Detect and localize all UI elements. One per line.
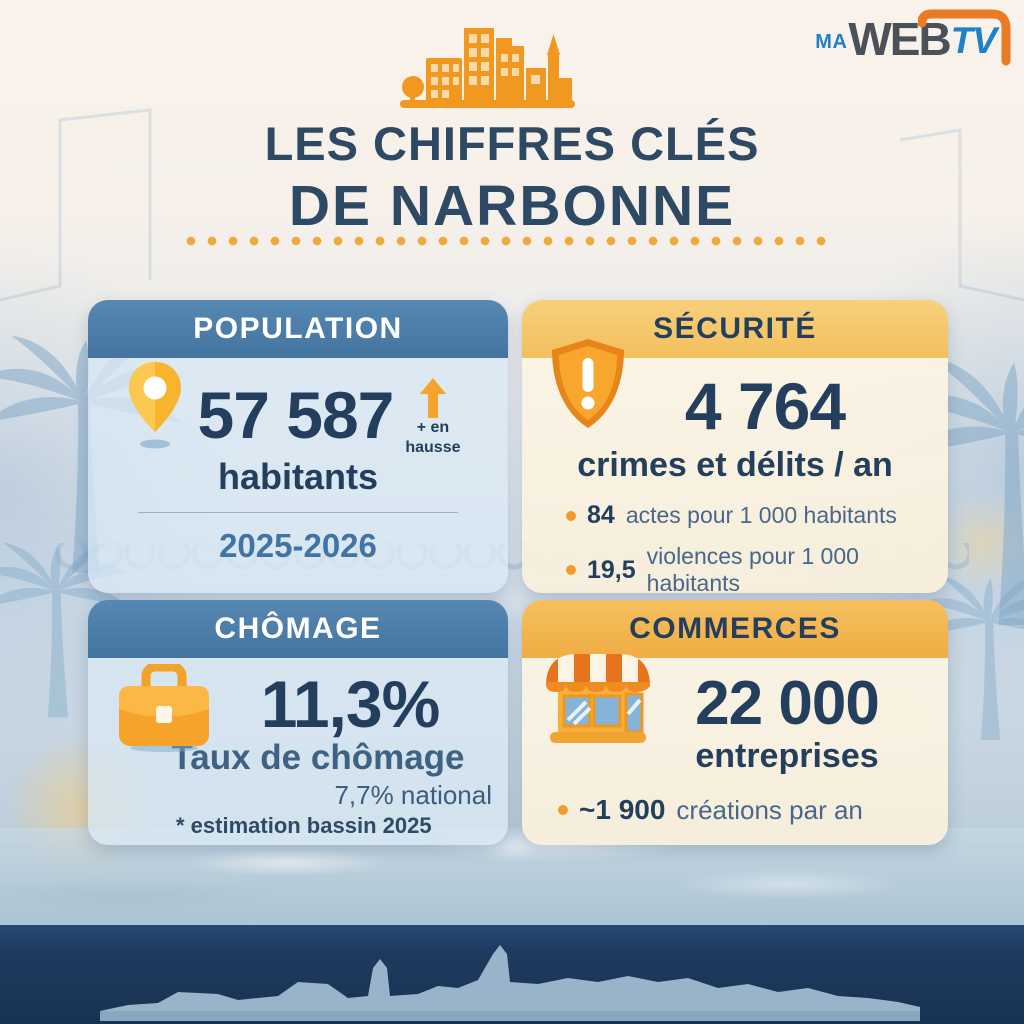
population-trend: + en hausse <box>405 378 461 458</box>
card-commerce-body: 22 000 entreprises ~1 900 créations par … <box>522 654 948 845</box>
bullet-dot-icon <box>566 565 576 575</box>
population-unit: habitants <box>217 456 378 497</box>
warning-shield-icon <box>552 339 624 428</box>
card-commerce-title: COMMERCES <box>629 612 841 645</box>
logo-ma: MA <box>815 30 848 53</box>
commerce-value: 22 000 <box>695 669 880 738</box>
population-value: 57 587 <box>197 378 394 452</box>
logo-tv-wrap: TV <box>918 9 1011 66</box>
bottom-band <box>0 925 1024 1024</box>
card-security-title: SÉCURITÉ <box>653 312 817 345</box>
unemployment-unit: Taux de chômage <box>171 738 465 777</box>
unemployment-note: * estimation bassin 2025 <box>176 813 432 838</box>
security-bullet-2-value: 19,5 <box>587 555 636 584</box>
arrow-up-icon <box>419 378 446 418</box>
card-commerce-header: COMMERCES <box>522 600 948 658</box>
page-title: LES CHIFFRES CLÉS DE NARBONNE <box>0 116 1024 239</box>
unemployment-value: 11,3% <box>260 667 441 741</box>
card-population-header: POPULATION <box>88 300 508 358</box>
security-bullet-2: 19,5 violences pour 1 000 habitants <box>566 543 948 597</box>
dotted-divider <box>186 236 838 246</box>
bullet-dot-icon <box>566 510 576 521</box>
security-bullets: 84 actes pour 1 000 habitants 19,5 viole… <box>566 501 948 597</box>
card-population-body: 57 587 + en hausse habitants 2025-2026 <box>88 358 508 593</box>
logo-mawebtv: MA WEB TV <box>815 9 1011 66</box>
card-commerce: COMMERCES <box>522 600 948 845</box>
title-line2: DE NARBONNE <box>288 174 736 238</box>
logo-tv: TV <box>950 20 997 61</box>
security-unit: crimes et délits / an <box>577 446 893 484</box>
commerce-bullet-1: ~1 900 créations par an <box>558 794 948 826</box>
card-unemployment-title: CHÔMAGE <box>214 612 382 645</box>
security-bullet-2-text: violences pour 1 000 habitants <box>646 543 859 596</box>
storefront-icon <box>546 654 650 743</box>
city-skyline-icon <box>400 28 575 108</box>
card-population-title: POPULATION <box>193 312 403 345</box>
logo-web: WEB <box>848 13 951 65</box>
card-population: POPULATION 57 587 + en hausse habitants <box>88 300 508 593</box>
card-unemployment-body: 11,3% Taux de chômage 7,7% national * es… <box>88 658 508 845</box>
population-period: 2025-2026 <box>219 527 377 564</box>
title-line1: LES CHIFFRES CLÉS <box>264 117 760 170</box>
security-bullet-1-value: 84 <box>587 501 615 529</box>
card-security: SÉCURITÉ 4 764 crimes et délits / an 84 … <box>522 300 948 596</box>
commerce-bullet-1-text: créations par an <box>676 794 863 825</box>
security-value: 4 764 <box>684 369 846 443</box>
security-bullet-1-text: actes pour 1 000 habitants <box>625 502 897 528</box>
card-unemployment-header: CHÔMAGE <box>88 600 508 658</box>
harbor-skyline-icon <box>100 945 920 1021</box>
population-divider <box>138 512 458 513</box>
bullet-dot-icon <box>558 805 568 815</box>
commerce-unit: entreprises <box>695 737 879 775</box>
population-trend-line2: hausse <box>405 439 461 456</box>
commerce-bullet-1-value: ~1 900 <box>579 794 666 825</box>
population-trend-line1: + en <box>416 419 450 436</box>
briefcase-icon <box>119 664 209 752</box>
population-value-row: 57 587 + en hausse <box>88 358 508 458</box>
location-pin-icon <box>129 362 181 449</box>
tv-frame-icon <box>918 9 1011 66</box>
unemployment-national: 7,7% national <box>334 780 492 810</box>
card-security-body: 4 764 crimes et délits / an 84 actes pou… <box>522 339 948 596</box>
card-unemployment: CHÔMAGE 11,3% Taux de chômage 7,7% natio… <box>88 600 508 845</box>
security-bullet-1: 84 actes pour 1 000 habitants <box>566 501 948 530</box>
